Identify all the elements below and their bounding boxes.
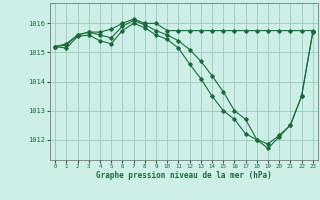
X-axis label: Graphe pression niveau de la mer (hPa): Graphe pression niveau de la mer (hPa) bbox=[96, 171, 272, 180]
